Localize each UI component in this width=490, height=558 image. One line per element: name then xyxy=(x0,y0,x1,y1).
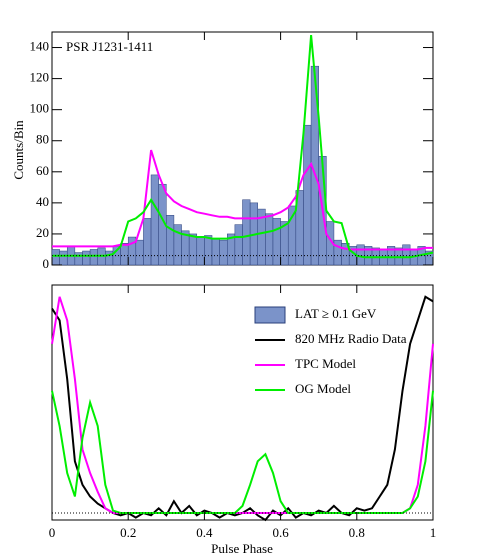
x-tick-label: 0.8 xyxy=(349,525,365,540)
histogram-bar xyxy=(196,236,205,266)
histogram-bar xyxy=(219,239,228,266)
model-line xyxy=(52,149,433,251)
bottom-frame xyxy=(51,284,434,521)
histogram-bar xyxy=(333,239,342,266)
legend-label: 820 MHz Radio Data xyxy=(295,331,407,346)
y-tick-label: 60 xyxy=(36,163,49,178)
histogram-bar xyxy=(82,250,91,266)
histogram-bar xyxy=(135,239,144,266)
histogram-bar xyxy=(89,249,98,266)
histogram-bar xyxy=(265,213,274,266)
y-tick-label: 20 xyxy=(36,225,49,240)
x-tick-label: 0.6 xyxy=(272,525,289,540)
model-line xyxy=(51,296,434,514)
y-tick-label: 0 xyxy=(43,256,50,271)
histogram-bar xyxy=(234,224,243,266)
x-axis-label: Pulse Phase xyxy=(211,541,273,556)
histogram-bar xyxy=(356,244,365,266)
y-tick-label: 100 xyxy=(30,101,50,116)
histogram-bar xyxy=(59,250,68,266)
histogram-bar xyxy=(303,124,312,266)
histogram-bar xyxy=(211,238,220,266)
histogram-bar xyxy=(272,218,281,266)
legend-label: LAT ≥ 0.1 GeV xyxy=(295,306,377,321)
histogram-bar xyxy=(120,243,129,266)
annotation: PSR J1231-1411 xyxy=(66,39,153,54)
x-tick-label: 1 xyxy=(430,525,437,540)
y-tick-label: 120 xyxy=(30,70,50,85)
y-axis-label: Counts/Bin xyxy=(11,120,26,180)
legend-label: TPC Model xyxy=(295,356,356,371)
y-tick-label: 40 xyxy=(36,194,49,209)
histogram-bar xyxy=(204,235,213,266)
histogram-bar xyxy=(74,252,83,266)
histogram-bar xyxy=(242,199,251,266)
legend-swatch xyxy=(254,306,286,324)
y-tick-label: 140 xyxy=(30,39,50,54)
histogram-bar xyxy=(143,218,152,266)
histogram-bar xyxy=(105,250,114,266)
y-tick-label: 80 xyxy=(36,132,49,147)
histogram-bar xyxy=(166,215,175,266)
legend-label: OG Model xyxy=(295,381,351,396)
model-line xyxy=(51,390,434,514)
histogram-bar xyxy=(402,244,411,266)
histogram-bar xyxy=(51,249,60,266)
x-tick-label: 0.4 xyxy=(196,525,213,540)
model-line xyxy=(52,35,434,259)
histogram-bar xyxy=(150,174,159,266)
histogram-bar xyxy=(188,233,198,266)
x-tick-label: 0.2 xyxy=(120,525,136,540)
x-tick-label: 0 xyxy=(49,525,56,540)
